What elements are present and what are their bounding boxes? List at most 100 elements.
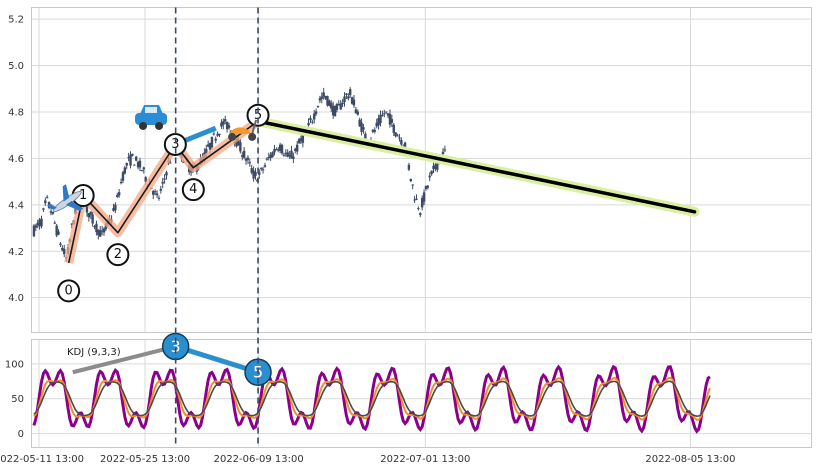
candle-body <box>91 214 94 224</box>
candle-body <box>112 208 115 211</box>
candle-body <box>40 218 43 227</box>
candle-body <box>294 148 297 151</box>
candle-body <box>136 161 140 168</box>
candle-body <box>242 150 246 158</box>
candle-body <box>44 200 47 204</box>
candle-body <box>237 139 240 146</box>
candle-body <box>102 228 106 233</box>
candle-body <box>261 169 265 171</box>
candle-body <box>381 114 384 116</box>
candle-body <box>252 170 255 179</box>
candle-body <box>314 111 318 114</box>
candle-body <box>307 122 310 126</box>
candle-body <box>398 137 401 139</box>
candle-body <box>424 186 428 189</box>
candle-body <box>352 99 356 106</box>
kdj-title: KDJ (9,3,3) <box>67 347 121 358</box>
candle-body <box>70 223 74 225</box>
kdj-k-line <box>33 376 711 421</box>
price-y-tick-label: 5.0 <box>8 61 24 72</box>
candle-body <box>409 178 412 182</box>
price-y-tick-label: 4.6 <box>8 154 24 165</box>
candle-body <box>316 105 320 107</box>
candle-body <box>220 122 223 127</box>
candle-body <box>87 213 91 218</box>
candle-body <box>407 164 411 170</box>
candle-body <box>413 199 416 201</box>
kdj-divergence-blue <box>174 344 259 375</box>
candle-body <box>222 121 225 125</box>
candle-body <box>422 192 426 202</box>
candle-body <box>330 103 333 109</box>
candle-body <box>301 135 305 143</box>
candle-body <box>42 208 45 210</box>
price-y-tick-label: 5.2 <box>8 15 24 26</box>
candle-body <box>258 172 261 175</box>
wave-point-label: 0 <box>65 283 73 298</box>
candle-body <box>318 98 322 101</box>
airplane-wing-lower <box>65 200 84 211</box>
price-y-tick-label: 4.8 <box>8 107 24 118</box>
x-axis: 2022-05-11 13:00 2022-05-25 13:00 2022-06-… <box>0 454 736 465</box>
candle-body <box>403 142 407 148</box>
candle-body <box>129 154 132 166</box>
kdj-y-tick-label: 50 <box>11 394 24 405</box>
candle-body <box>297 139 301 144</box>
candle-body <box>117 192 121 196</box>
kdj-j-line <box>32 364 711 434</box>
candle-body <box>415 198 418 200</box>
candle-body <box>259 168 263 170</box>
wave-icons <box>47 104 258 213</box>
candle-body <box>271 152 274 158</box>
candle-body <box>275 149 278 151</box>
candle-body <box>320 96 323 99</box>
candle-body <box>419 212 422 215</box>
candle-body <box>225 121 229 130</box>
scooter-wheel <box>248 132 257 141</box>
candle-body <box>55 225 58 236</box>
candle-body <box>441 151 445 155</box>
kdj-d-line <box>33 380 711 418</box>
candle-body <box>205 148 208 154</box>
candle-body <box>93 226 96 228</box>
candle-body <box>328 100 331 106</box>
candle-body <box>386 113 390 116</box>
candle-body <box>341 102 344 104</box>
candle-body <box>375 122 378 127</box>
candle-body <box>32 225 36 237</box>
candle-body <box>331 105 335 116</box>
car-wheel <box>139 121 148 130</box>
candle-body <box>432 165 435 170</box>
candle-body <box>89 211 92 215</box>
candle-body <box>239 142 242 152</box>
candle-body <box>142 167 145 170</box>
candle-body <box>392 124 395 133</box>
candle-body <box>248 162 252 164</box>
candle-body <box>263 165 267 167</box>
candle-body <box>309 117 312 121</box>
wave-point-label: 5 <box>254 108 262 123</box>
candle-body <box>280 144 284 154</box>
candle-body <box>347 96 350 99</box>
kdj-panel <box>31 339 812 448</box>
candle-body <box>163 178 166 180</box>
airplane-icon <box>47 184 84 213</box>
candle-body <box>140 170 144 172</box>
candle-body <box>356 111 359 115</box>
candle-body <box>311 121 314 123</box>
candle-body <box>53 222 56 224</box>
candle-body <box>159 188 163 191</box>
candle-body <box>337 104 341 106</box>
candle-body <box>85 205 89 213</box>
candle-body <box>214 138 217 141</box>
kdj-divergence-label: 3 <box>171 337 181 356</box>
x-tick-label: 2022-05-25 13:00 <box>100 454 190 465</box>
price-y-tick-label: 4.0 <box>8 293 24 304</box>
scooter-wheel <box>228 132 237 141</box>
wave-point-label: 4 <box>189 182 197 197</box>
candle-body <box>400 139 403 145</box>
candle-body <box>362 127 365 130</box>
candle-body <box>123 167 127 174</box>
candle-body <box>443 149 447 151</box>
